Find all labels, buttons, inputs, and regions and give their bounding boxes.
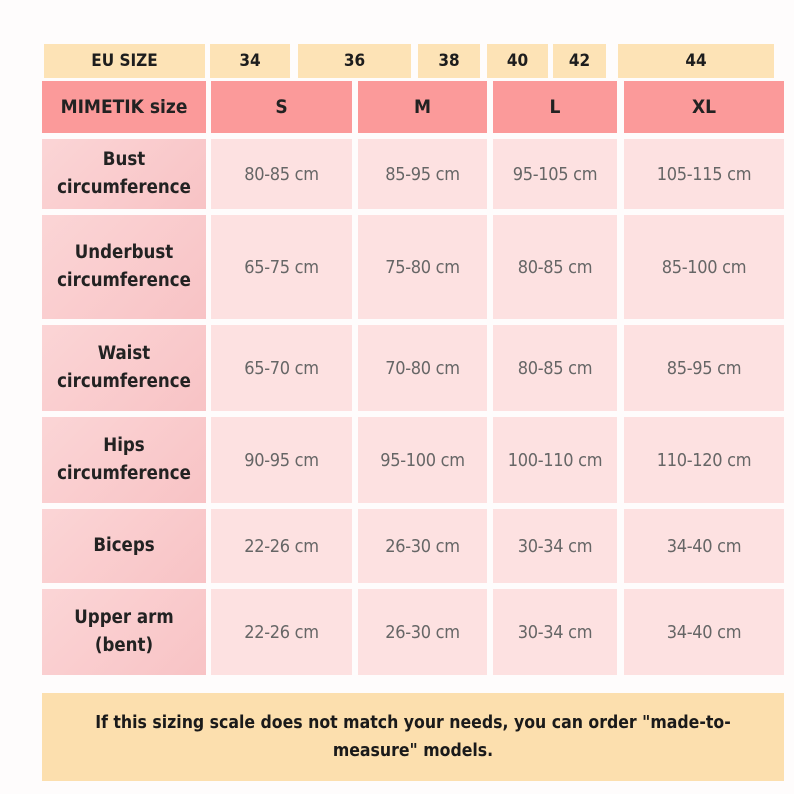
measurement-cell: 100-110 cm	[493, 417, 617, 503]
size-s-header: S	[211, 81, 352, 133]
measurement-cell: 80-85 cm	[493, 325, 617, 411]
measurement-cell: 65-75 cm	[211, 215, 352, 319]
measurement-cell: 65-70 cm	[211, 325, 352, 411]
measurement-cell: 75-80 cm	[358, 215, 487, 319]
eu-size-36: 36	[298, 44, 411, 78]
row-label: Biceps	[42, 509, 206, 583]
measurement-cell: 22-26 cm	[211, 589, 352, 675]
measurement-cell: 30-34 cm	[493, 509, 617, 583]
measurement-cell: 70-80 cm	[358, 325, 487, 411]
measurement-cell: 30-34 cm	[493, 589, 617, 675]
measurement-cell: 95-105 cm	[493, 139, 617, 209]
measurement-cell: 22-26 cm	[211, 509, 352, 583]
row-label: Hips circumference	[42, 417, 206, 503]
made-to-measure-note: If this sizing scale does not match your…	[42, 693, 784, 781]
measurement-cell: 26-30 cm	[358, 589, 487, 675]
eu-size-42: 42	[553, 44, 606, 78]
measurement-cell: 85-95 cm	[358, 139, 487, 209]
measurement-cell: 80-85 cm	[211, 139, 352, 209]
size-l-header: L	[493, 81, 617, 133]
eu-size-40: 40	[487, 44, 548, 78]
size-xl-header: XL	[624, 81, 784, 133]
eu-size-34: 34	[210, 44, 290, 78]
eu-size-38: 38	[418, 44, 480, 78]
measurement-cell: 34-40 cm	[624, 509, 784, 583]
measurement-cell: 85-100 cm	[624, 215, 784, 319]
measurement-cell: 26-30 cm	[358, 509, 487, 583]
row-label: Bust circumference	[42, 139, 206, 209]
eu-size-44: 44	[618, 44, 774, 78]
measurement-cell: 95-100 cm	[358, 417, 487, 503]
measurement-cell: 85-95 cm	[624, 325, 784, 411]
measurement-cell: 105-115 cm	[624, 139, 784, 209]
row-label: Upper arm (bent)	[42, 589, 206, 675]
row-label: Underbust circumference	[42, 215, 206, 319]
eu-size-label: EU SIZE	[44, 44, 205, 78]
measurement-cell: 90-95 cm	[211, 417, 352, 503]
measurement-cell: 80-85 cm	[493, 215, 617, 319]
measurement-cell: 110-120 cm	[624, 417, 784, 503]
row-label: Waist circumference	[42, 325, 206, 411]
measurement-cell: 34-40 cm	[624, 589, 784, 675]
mimetik-size-label: MIMETIK size	[42, 81, 206, 133]
size-m-header: M	[358, 81, 487, 133]
